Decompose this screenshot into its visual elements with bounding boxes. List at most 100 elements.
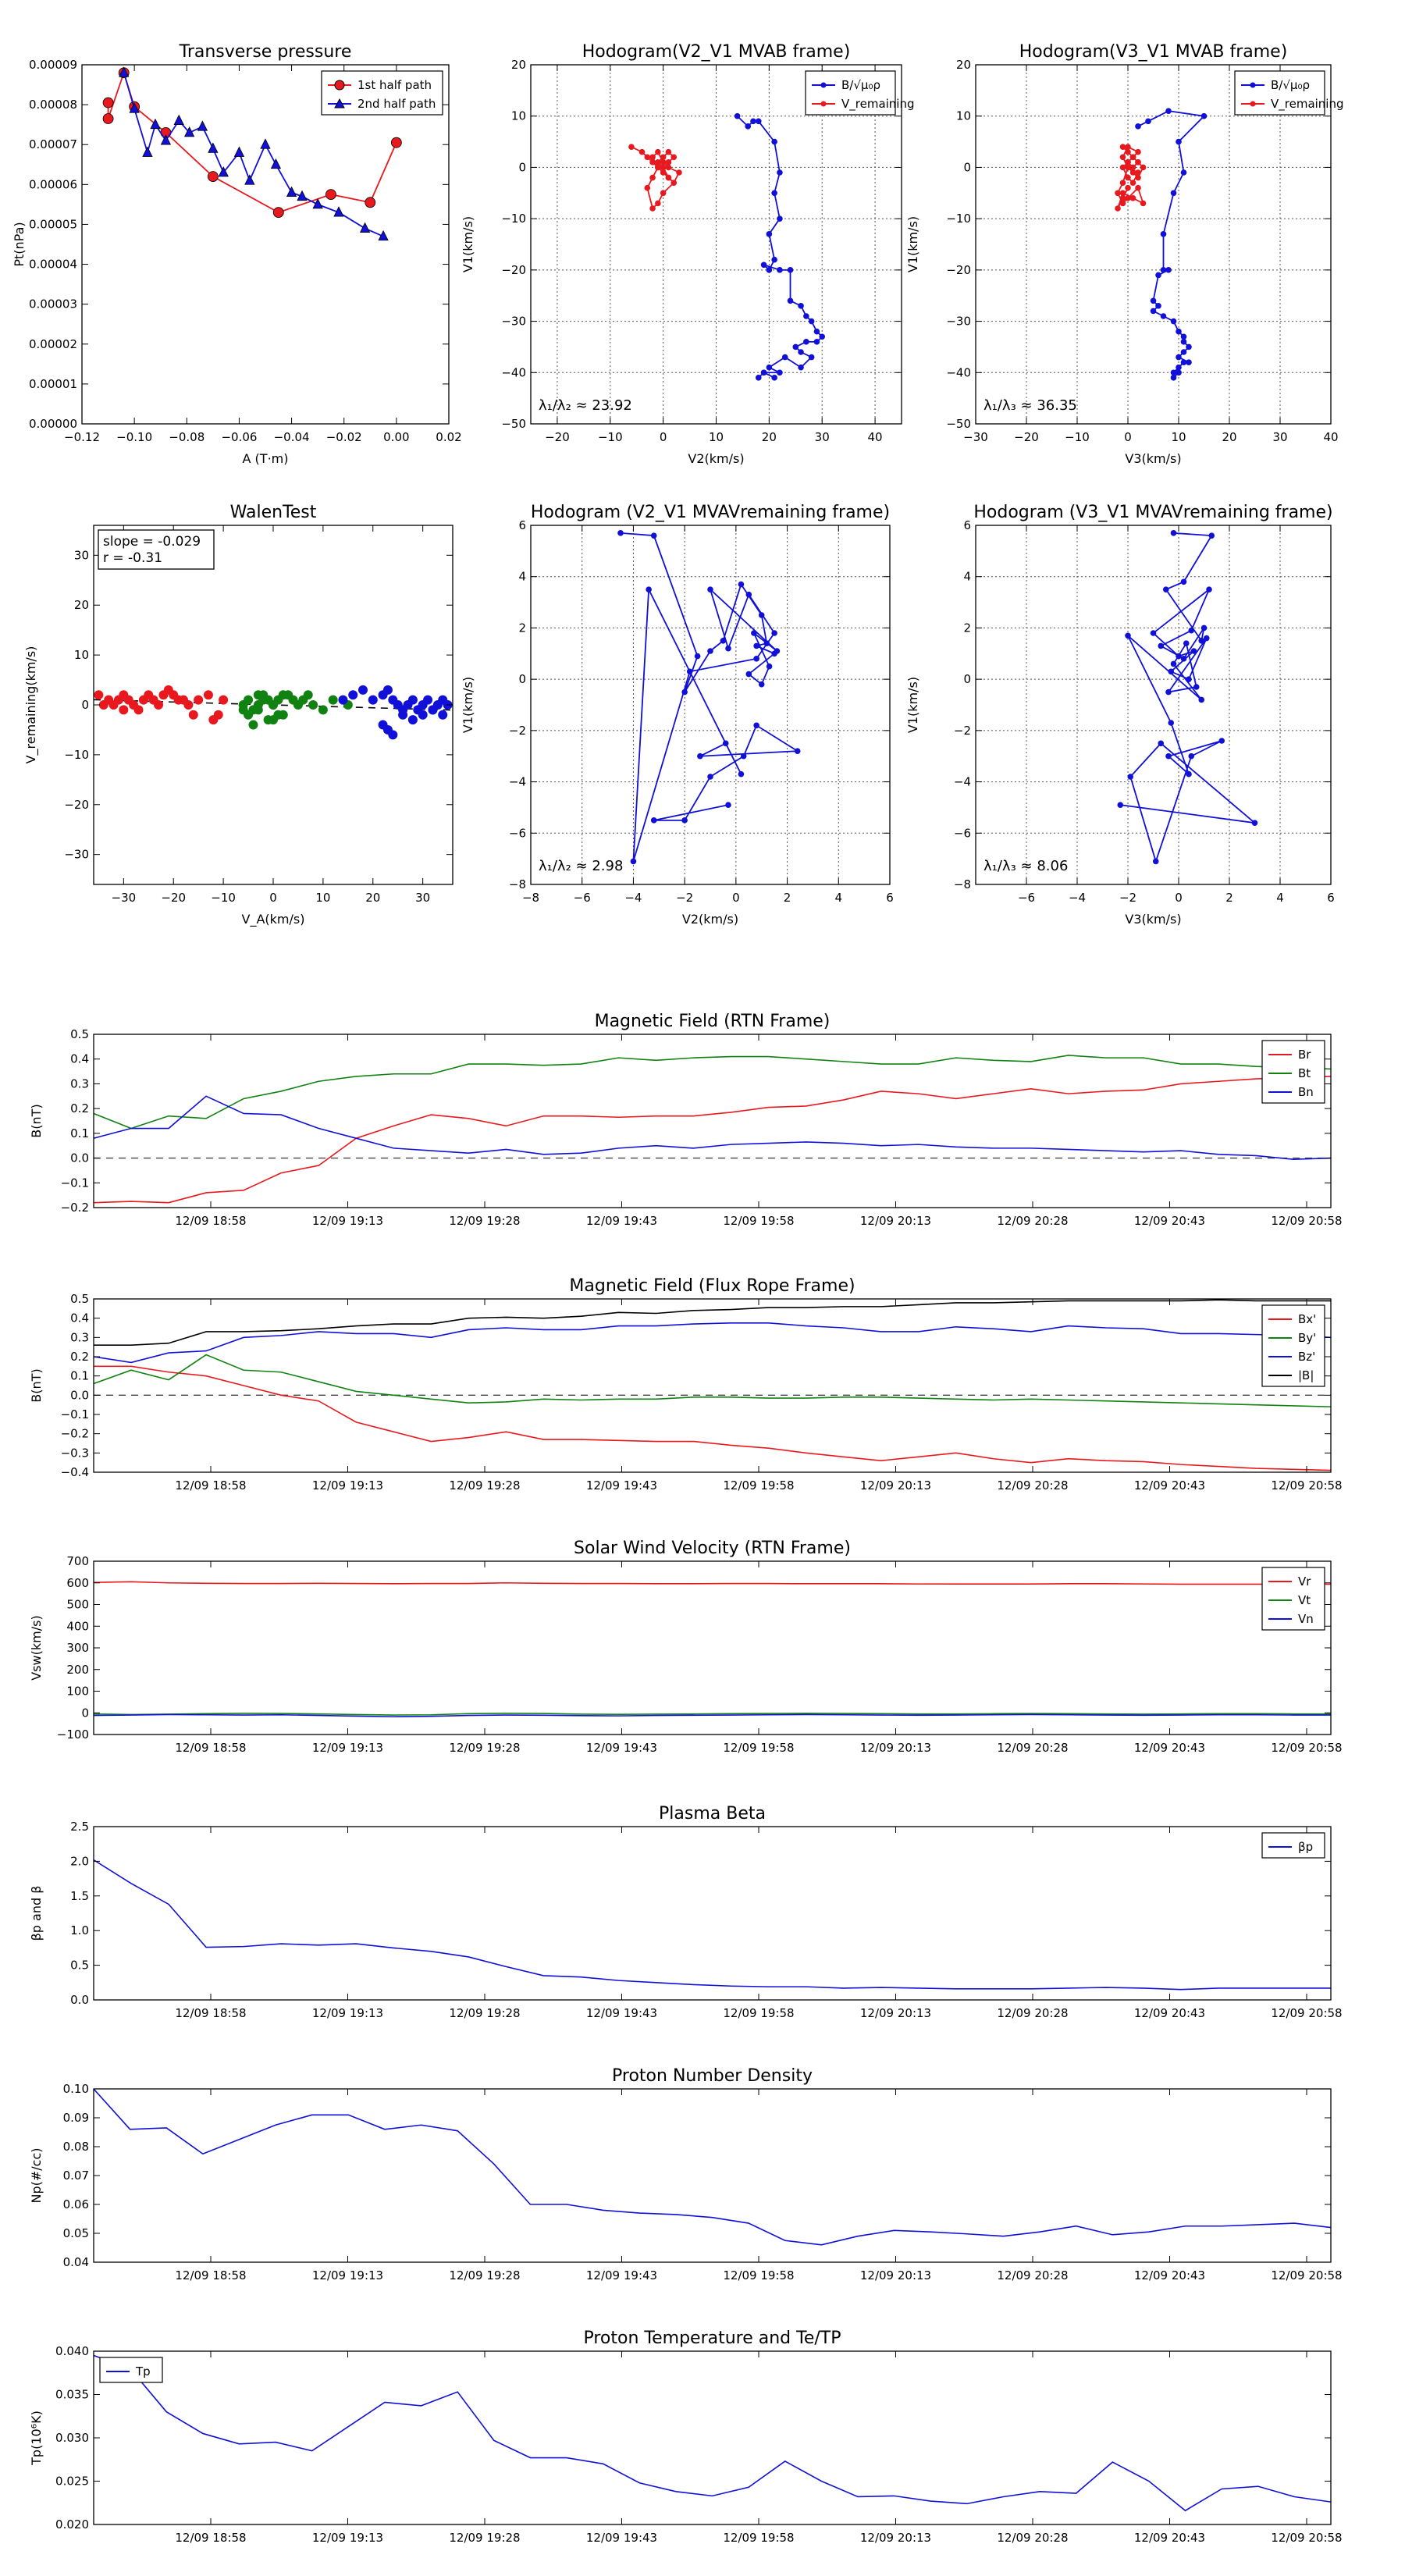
ts2-xtick-label: 12/09 20:13 (860, 1478, 931, 1493)
p3-xtick-label: −30 (963, 430, 988, 444)
ts4-xtick-label: 12/09 20:58 (1271, 2006, 1342, 2020)
ts2-legend-label: Bz' (1298, 1350, 1315, 1364)
p3-xtick-label: 40 (1323, 430, 1338, 444)
p4-data-point (438, 710, 448, 720)
ts5-ytick-label: 0.06 (63, 2197, 89, 2211)
p2-data-point (760, 262, 767, 269)
p2-data-point (798, 303, 804, 309)
p6-xtick-label: 4 (1276, 891, 1284, 905)
ts3-ylabel: Vsw(km/s) (29, 1615, 44, 1680)
p1-data-point (272, 207, 284, 219)
ts5-xtick-label: 12/09 20:13 (860, 2268, 931, 2282)
p2-xtick-label: 0 (660, 430, 667, 444)
ts4-legend-box (1261, 1832, 1325, 1859)
ts4-series-line (94, 1859, 1331, 1991)
ts4-axes-frame (93, 1826, 1332, 2001)
p3-data-point (1129, 195, 1136, 201)
p6-xtick-label: 2 (1225, 891, 1233, 905)
ts5-xtick-label: 12/09 18:58 (175, 2268, 246, 2282)
p6-ytick-label: −4 (954, 775, 971, 789)
p3-data-point (1119, 190, 1126, 197)
p4-data-point (428, 705, 438, 715)
ts4-xtick-label: 12/09 19:58 (723, 2006, 794, 2020)
p5-data-point (722, 740, 729, 747)
p4-xtick-label: 20 (365, 891, 380, 905)
p2-ytick-label: 0 (518, 160, 526, 174)
ts2-xtick-label: 12/09 20:28 (997, 1478, 1068, 1493)
p4-data-point (407, 695, 418, 705)
ts3-xtick-label: 12/09 19:58 (723, 1741, 794, 1755)
p3-data-point (1119, 200, 1126, 207)
ts3-series-line (94, 1713, 1331, 1718)
p2-legend-marker (820, 82, 827, 88)
p3-xtick-label: −20 (1014, 430, 1039, 444)
p5-data-point (617, 530, 624, 536)
p4-data-point (269, 700, 278, 710)
p2-data-point (655, 159, 661, 165)
p6-data-point (1203, 635, 1210, 642)
p3-legend-marker (1250, 101, 1256, 107)
ts2-legend-label: By' (1298, 1331, 1316, 1345)
p2-data-point (819, 333, 826, 340)
p3-series-line (1137, 110, 1206, 379)
p3-data-point (1186, 359, 1192, 365)
p2-plot-area (628, 112, 826, 381)
ts4-xtick-label: 12/09 19:28 (449, 2006, 520, 2020)
ts3-ytick-label: 600 (66, 1576, 89, 1590)
p6-data-point (1218, 738, 1225, 744)
p1-ytick-label: 0.00008 (29, 98, 77, 112)
ts2-ytick-label: 0.2 (70, 1350, 89, 1364)
ts2-xtick-label: 12/09 18:58 (175, 1478, 246, 1493)
p6-ytick-label: 2 (963, 621, 971, 635)
p2-data-point (771, 138, 777, 145)
p6-ytick-label: 6 (963, 518, 971, 532)
ts6-ytick-label: 0.035 (55, 2388, 89, 2402)
ts5-xtick-label: 12/09 19:43 (586, 2268, 657, 2282)
ts5-axes-frame (93, 2088, 1332, 2263)
p2-data-point (745, 123, 752, 130)
ts6-xtick-label: 12/09 19:28 (449, 2531, 520, 2545)
p2-xtick-label: 30 (815, 430, 830, 444)
p1-xtick-label: −0.06 (221, 430, 257, 444)
p3-ytick-label: 0 (963, 160, 971, 174)
p1-data-point (102, 113, 114, 124)
p2-data-point (750, 118, 756, 125)
p1-data-point (183, 126, 195, 137)
ts6-legend-box (99, 2357, 163, 2383)
p3-data-point (1125, 164, 1131, 171)
p3-xtick-label: 20 (1222, 430, 1236, 444)
p4-data-point (253, 705, 263, 715)
p2-data-point (792, 343, 799, 350)
p4-xtick-label: 10 (315, 891, 330, 905)
p2-ytick-label: 10 (511, 109, 526, 123)
p3-legend-marker (1250, 82, 1256, 88)
p3-data-point (1125, 148, 1131, 155)
ts4-title: Plasma Beta (659, 1804, 766, 1823)
p2-data-point (665, 148, 672, 155)
p1-xtick-label: 0.00 (383, 430, 409, 444)
ts3-ytick-label: 700 (66, 1554, 89, 1568)
p4-data-point (388, 730, 398, 740)
p3-data-point (1170, 190, 1177, 197)
p5-data-point (650, 532, 657, 539)
ts1-ylabel: B(nT) (29, 1104, 44, 1137)
ts1-title: Magnetic Field (RTN Frame) (595, 1012, 831, 1031)
p2-data-point (670, 180, 678, 186)
ts4-xtick-label: 12/09 20:13 (860, 2006, 931, 2020)
p5-xlabel: V2(km/s) (682, 912, 738, 927)
p3-data-point (1119, 164, 1126, 171)
ts3-xtick-label: 12/09 20:43 (1134, 1741, 1205, 1755)
ts1-xtick-label: 12/09 19:58 (723, 1214, 794, 1228)
p2-data-point (665, 164, 672, 171)
p6-data-point (1183, 640, 1190, 646)
p4-ytick-label: −20 (64, 798, 89, 812)
ts2-ytick-label: −0.1 (61, 1407, 89, 1421)
p4-ytick-label: −10 (64, 748, 89, 762)
p6-data-point (1186, 770, 1192, 777)
p4-data-point (98, 700, 108, 710)
ts3-xtick-label: 12/09 20:13 (860, 1741, 931, 1755)
ts3-title: Solar Wind Velocity (RTN Frame) (574, 1539, 851, 1558)
p5-xtick-label: 4 (835, 891, 843, 905)
p2-data-point (766, 231, 773, 237)
ts4-legend-label: βp (1298, 1840, 1313, 1854)
